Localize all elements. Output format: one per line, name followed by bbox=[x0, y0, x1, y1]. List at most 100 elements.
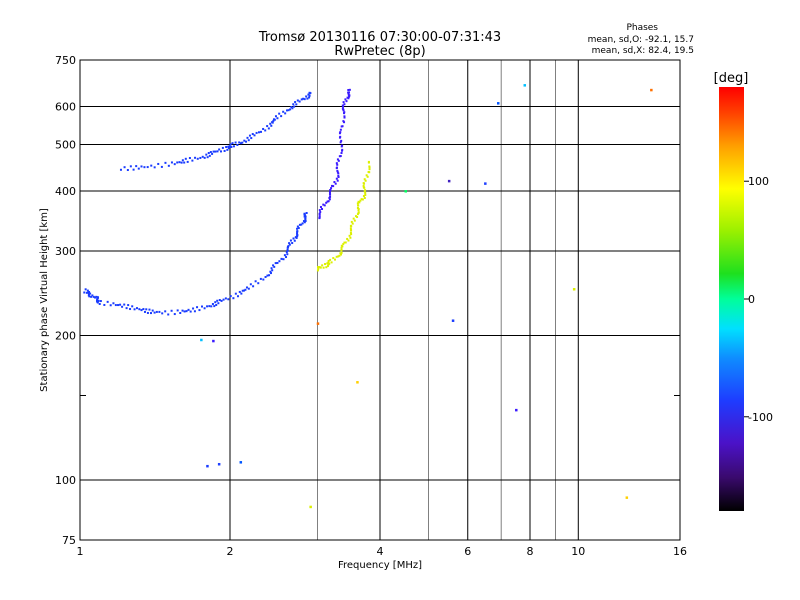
trace-point bbox=[84, 288, 87, 291]
trace-point bbox=[362, 195, 365, 198]
trace-point bbox=[357, 209, 360, 212]
trace-point bbox=[321, 264, 324, 267]
trace-point bbox=[285, 109, 288, 112]
trace-point bbox=[353, 219, 356, 222]
trace-point bbox=[96, 300, 99, 303]
trace-point bbox=[296, 99, 299, 102]
scatter-point bbox=[217, 462, 221, 466]
trace-point bbox=[96, 301, 99, 304]
trace-point bbox=[209, 151, 212, 154]
trace-point bbox=[309, 92, 312, 95]
trace-point bbox=[278, 112, 281, 115]
trace-point bbox=[216, 150, 219, 153]
trace-point bbox=[337, 159, 340, 162]
trace-point bbox=[140, 309, 143, 312]
trace-point bbox=[322, 266, 325, 269]
trace-point bbox=[347, 89, 350, 92]
trace-point bbox=[99, 300, 102, 303]
trace-point bbox=[302, 97, 305, 100]
trace-point bbox=[361, 198, 364, 201]
trace-point bbox=[336, 179, 339, 182]
trace-point bbox=[185, 310, 188, 313]
trace-point bbox=[243, 139, 246, 142]
trace-point bbox=[208, 305, 211, 308]
trace-point bbox=[286, 249, 289, 252]
trace-point bbox=[337, 175, 340, 178]
trace-point bbox=[340, 246, 343, 249]
trace-point bbox=[336, 169, 339, 172]
trace-point bbox=[216, 299, 219, 302]
trace-point bbox=[295, 236, 298, 239]
x-tick-label: 4 bbox=[377, 545, 384, 558]
trace-point bbox=[83, 291, 86, 294]
trace-point bbox=[335, 167, 338, 170]
trace-point bbox=[227, 298, 230, 301]
trace-point bbox=[264, 129, 267, 132]
trace-point bbox=[150, 164, 153, 167]
trace-point bbox=[160, 165, 163, 168]
trace-point bbox=[167, 164, 170, 167]
trace-point bbox=[342, 101, 345, 104]
trace-point bbox=[215, 303, 218, 306]
trace-point bbox=[208, 154, 211, 157]
trace-point bbox=[343, 241, 346, 244]
trace-point bbox=[223, 149, 226, 152]
trace-point bbox=[290, 106, 293, 109]
trace-point bbox=[307, 93, 310, 96]
trace-point bbox=[274, 115, 277, 118]
trace-point bbox=[98, 303, 101, 306]
trace-point bbox=[338, 132, 341, 135]
trace-point bbox=[87, 291, 90, 294]
trace-point bbox=[238, 141, 241, 144]
y-tick-label: 400 bbox=[55, 185, 76, 198]
trace-point bbox=[333, 181, 336, 184]
trace-point bbox=[155, 310, 158, 313]
trace-point bbox=[335, 177, 338, 180]
trace-point bbox=[244, 288, 247, 291]
trace-point bbox=[362, 186, 365, 189]
trace-point bbox=[95, 295, 98, 298]
trace-point bbox=[259, 130, 262, 133]
trace-point bbox=[326, 262, 329, 265]
trace-point bbox=[347, 239, 350, 242]
trace-point bbox=[236, 143, 239, 146]
trace-point bbox=[173, 313, 176, 316]
trace-point bbox=[218, 299, 221, 302]
trace-point bbox=[280, 115, 283, 118]
trace-point bbox=[363, 178, 366, 181]
trace-point bbox=[206, 156, 209, 159]
trace-point bbox=[262, 127, 265, 130]
trace-point bbox=[296, 230, 299, 233]
trace-point bbox=[143, 310, 146, 313]
trace-point bbox=[328, 192, 331, 195]
trace-point bbox=[173, 163, 176, 166]
trace-point bbox=[96, 296, 99, 299]
trace-point bbox=[365, 174, 368, 177]
trace-point bbox=[364, 179, 367, 182]
trace-point bbox=[296, 234, 299, 237]
trace-point bbox=[129, 308, 132, 311]
trace-point bbox=[131, 305, 134, 308]
trace-point bbox=[338, 136, 341, 139]
scatter-point bbox=[212, 339, 215, 343]
trace-point bbox=[336, 171, 339, 174]
trace-point bbox=[135, 165, 138, 168]
y-tick-label: 750 bbox=[55, 54, 76, 67]
trace-point bbox=[286, 248, 289, 251]
grid bbox=[80, 60, 680, 540]
trace-point bbox=[276, 261, 279, 264]
trace-point bbox=[291, 242, 294, 245]
trace-point bbox=[343, 112, 346, 115]
scatter-point bbox=[200, 338, 203, 342]
trace-point bbox=[325, 266, 328, 269]
trace-point bbox=[347, 93, 350, 96]
trace-point bbox=[298, 100, 301, 103]
trace-point bbox=[170, 309, 173, 312]
scatter-point bbox=[572, 288, 576, 291]
trace-point bbox=[121, 305, 124, 308]
y-tick-label: 300 bbox=[55, 245, 76, 258]
trace-point bbox=[229, 146, 232, 149]
x-tick-label: 6 bbox=[464, 545, 471, 558]
trace-point bbox=[330, 261, 333, 264]
trace-point bbox=[245, 140, 248, 143]
